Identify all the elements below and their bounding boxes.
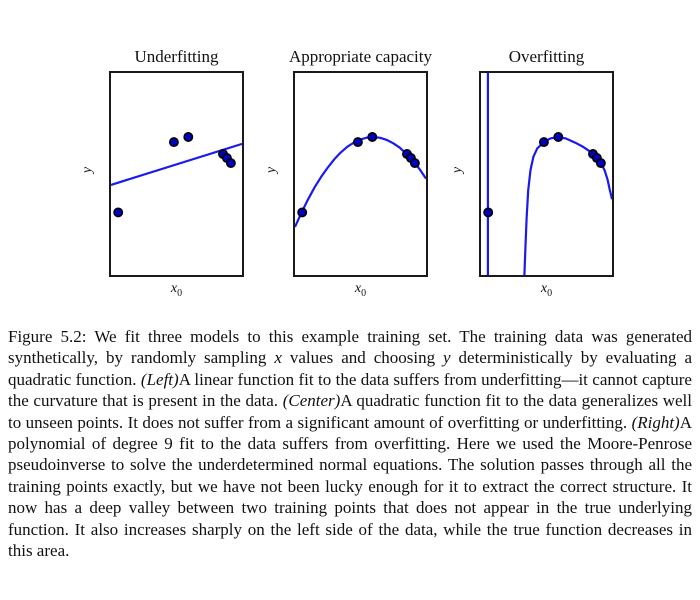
caption-segment: y [443,348,451,368]
data-point [538,137,549,148]
plot-canvas-2 [483,73,612,275]
y-axis-label: y [264,166,280,174]
caption-segment: (Center) [282,391,341,411]
caption-segment: values and choosing [281,348,444,368]
y-axis-label: y [80,166,96,174]
data-point [168,137,179,148]
data-point [595,158,606,169]
caption-segment: A linear function fit to the data suffer… [8,369,692,411]
x-axis-label: x0 [354,281,367,299]
data-point [225,158,236,169]
caption-segment: x [274,348,282,368]
plot-title: Overfitting [508,47,585,66]
figure-caption: Figure 5.2: We fit three models to this … [8,326,692,561]
data-point [297,207,308,218]
y-axis-label: y [450,166,466,174]
data-point [483,207,494,218]
caption-segment: A quadratic function fit to the data gen… [8,391,692,432]
fitted-curve [523,135,612,275]
x-axis-label: x0 [170,281,183,299]
data-point [183,132,194,142]
caption-segment: Figure 5.2: We fit three models to this … [8,327,692,368]
data-point [409,158,420,169]
data-point [553,132,564,142]
plot-canvas-0 [111,132,242,218]
plot-frame [293,71,428,277]
caption-segment: deterministically by evaluating a quadra… [8,348,692,389]
plot-title: Underfitting [134,47,219,66]
plot-frame [109,71,244,277]
caption-segment: (Right) [631,412,680,432]
caption-segment: (Left) [140,369,179,389]
plot-frame [479,71,614,277]
data-point [352,137,363,148]
x-axis-label: x0 [540,281,553,299]
caption-segment: A polynomial of degree 9 fit to the data… [8,412,692,561]
plot-title: Appropriate capacity [288,47,432,66]
plot-canvas-1 [295,132,426,228]
data-point [367,132,378,142]
data-point [113,207,124,218]
